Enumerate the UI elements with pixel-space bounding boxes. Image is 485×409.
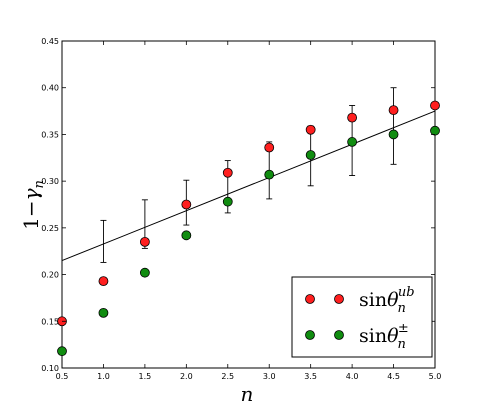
y-tick-label: 0.40 [41,84,59,93]
x-tick-label: 0.5 [56,372,69,381]
x-tick-label: 4.5 [387,372,400,381]
point-ub [181,199,192,210]
point-pm [98,307,109,318]
point-pm [57,346,67,357]
x-tick-label: 1.5 [139,372,152,381]
svg-text:1−γn: 1−γn [19,180,47,230]
legend-marker-ub-1 [305,294,315,304]
y-tick-label: 0.45 [41,37,59,46]
x-tick-label: 2.5 [221,372,234,381]
point-pm [347,137,358,147]
point-ub [305,124,316,135]
y-tick-label: 0.25 [41,224,59,233]
point-ub [98,276,109,287]
x-axis-label: n [241,382,254,406]
point-ub [264,142,275,153]
point-pm [430,125,440,136]
y-tick-label: 0.15 [41,317,59,326]
data-points-group [57,100,440,357]
point-pm [139,267,150,278]
point-ub [430,100,440,111]
x-tick-label: 3.0 [263,372,276,381]
tick-labels: 0.5 1.0 1.5 2.0 2.5 3.0 3.5 4.0 4.5 5.0 0.10 0.15 0.… [41,37,441,381]
x-tick-label: 4.0 [346,372,359,381]
point-pm [222,196,233,207]
point-pm [388,129,399,140]
y-tick-label: 0.10 [41,364,59,373]
legend-marker-ub-2 [334,294,344,304]
legend-box [291,276,433,358]
x-tick-label: 1.0 [97,372,110,381]
fit-line-group [61,110,436,262]
legend: sinθnub sinθn± [291,276,433,358]
point-ub [388,105,399,116]
y-tick-label: 0.35 [41,130,59,139]
y-tick-label: 0.20 [41,271,59,280]
point-ub [347,112,358,123]
axes [61,40,436,369]
point-pm [181,230,192,241]
y-tick-label: 0.30 [41,177,59,186]
point-ub [222,167,233,178]
point-pm [264,169,275,180]
legend-marker-pm-1 [305,330,315,340]
legend-label-pm: sinθn± [359,321,409,352]
legend-label-ub: sinθnub [359,285,415,316]
x-tick-label: 5.0 [429,372,442,381]
y-axis-label: 1−γn [19,180,47,230]
plot-frame [61,40,436,369]
legend-marker-pm-2 [334,330,344,340]
point-ub [139,236,150,247]
fit-line [61,110,436,262]
x-tick-label: 3.5 [304,372,317,381]
x-tick-label: 2.0 [180,372,193,381]
point-pm [305,150,316,160]
